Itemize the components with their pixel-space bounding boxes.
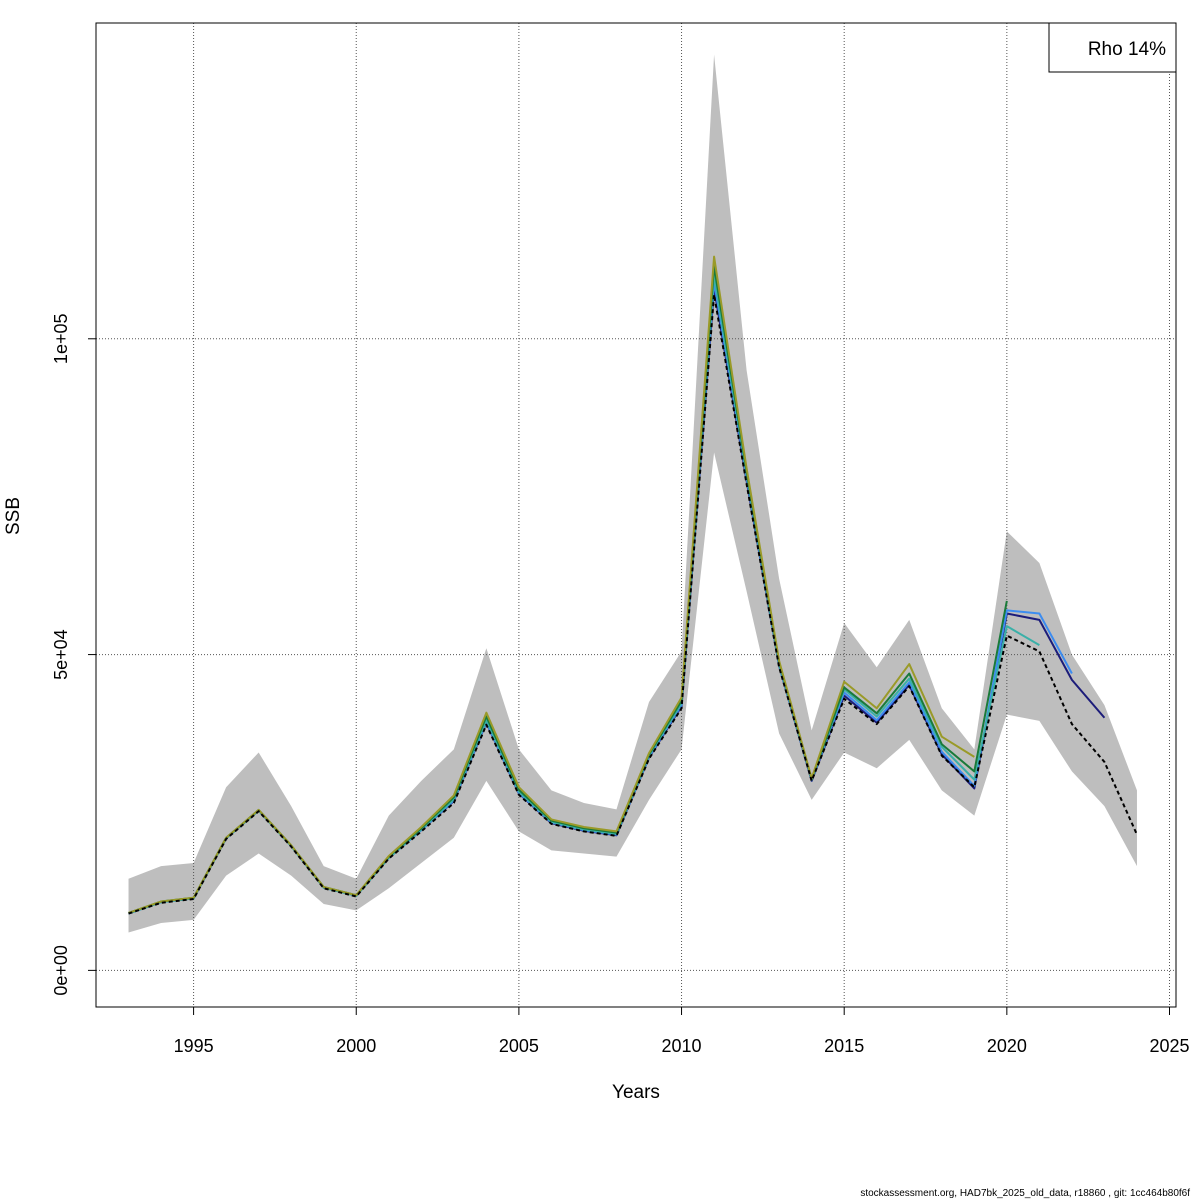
x-tick-label: 2010: [662, 1036, 702, 1056]
x-tick-label: 2015: [824, 1036, 864, 1056]
y-tick-label: 1e+05: [51, 314, 71, 365]
x-axis-title: Years: [612, 1082, 660, 1103]
series-layer: [128, 255, 1138, 915]
confidence-band: [128, 54, 1137, 933]
legend: Rho 14%: [1048, 22, 1177, 73]
y-axis-title: SSB: [3, 497, 24, 535]
series-line-6: [128, 255, 975, 914]
series-line-1: [128, 293, 1138, 915]
x-tick-label: 2025: [1149, 1036, 1189, 1056]
y-tick-label: 5e+04: [51, 629, 71, 680]
x-tick-label: 1995: [174, 1036, 214, 1056]
y-tick-label: 0e+00: [51, 945, 71, 996]
x-tick-label: 2005: [499, 1036, 539, 1056]
footer-credit: stockassessment.org, HAD7bk_2025_old_dat…: [860, 1188, 1190, 1199]
plot-frame: [95, 22, 1177, 1008]
axis-layer: 1995 2000 2005 2010 2015 2020 2025 0e+00 5e+04 1e…: [51, 314, 1190, 1056]
legend-text: Rho 14%: [1088, 39, 1166, 60]
grid-layer: [96, 23, 1176, 1007]
x-tick-label: 2020: [987, 1036, 1027, 1056]
x-tick-label: 2000: [336, 1036, 376, 1056]
legend-box: [1048, 22, 1177, 73]
confidence-band-layer: [128, 54, 1137, 933]
